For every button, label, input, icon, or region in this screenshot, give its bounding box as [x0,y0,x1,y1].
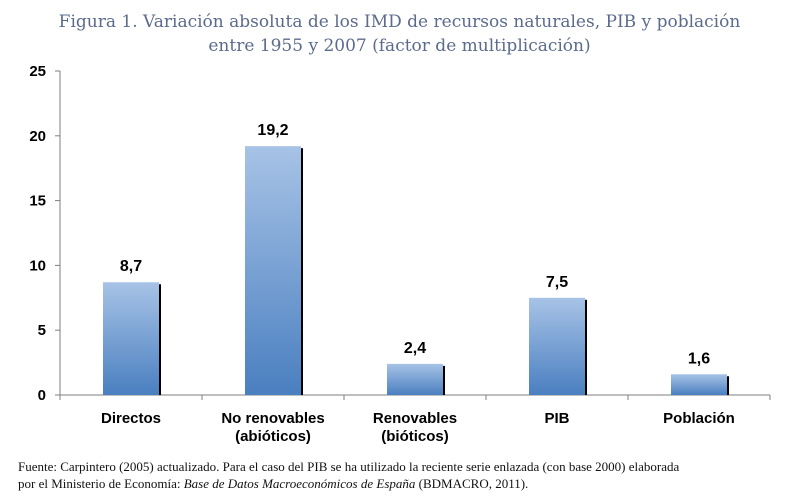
y-tick-label: 20 [29,128,46,145]
data-label: 1,6 [688,350,710,367]
chart-title: Figura 1. Variación absoluta de los IMD … [0,10,799,58]
data-label: 8,7 [120,258,142,275]
y-tick-label: 5 [38,322,46,339]
data-label: 7,5 [546,274,568,291]
x-tick-label: (abióticos) [235,428,311,445]
bar [103,282,159,395]
source-line-2: por el Ministerio de Economía: Base de D… [18,475,788,492]
x-tick-label: No renovables [221,410,324,427]
x-tick-label: Población [663,410,735,427]
chart-title-line-1: Figura 1. Variación absoluta de los IMD … [58,12,741,32]
y-tick-label: 25 [29,63,46,80]
source-line-2-prefix: por el Ministerio de Economía: [18,476,184,491]
source-publication-title: Base de Datos Macroeconómicos de España [183,476,416,491]
source-note: Fuente: Carpintero (2005) actualizado. P… [18,458,788,492]
source-line-1: Fuente: Carpintero (2005) actualizado. P… [18,459,680,474]
source-line-2-suffix: (BDMACRO, 2011). [415,476,529,491]
x-tick-label: PIB [544,410,569,427]
x-tick-label: Renovables [373,410,457,427]
data-label: 19,2 [257,122,288,139]
y-tick-label: 0 [38,387,46,404]
y-tick-label: 15 [29,193,46,210]
bar [245,146,301,395]
data-label: 2,4 [404,340,426,357]
x-tick-label: Directos [101,410,161,427]
bar [529,297,585,395]
y-tick-label: 10 [29,257,46,274]
bar [387,363,443,395]
chart-title-line-2: entre 1955 y 2007 (factor de multiplicac… [208,36,591,56]
bar [671,374,727,395]
x-tick-label: (bióticos) [381,428,449,445]
